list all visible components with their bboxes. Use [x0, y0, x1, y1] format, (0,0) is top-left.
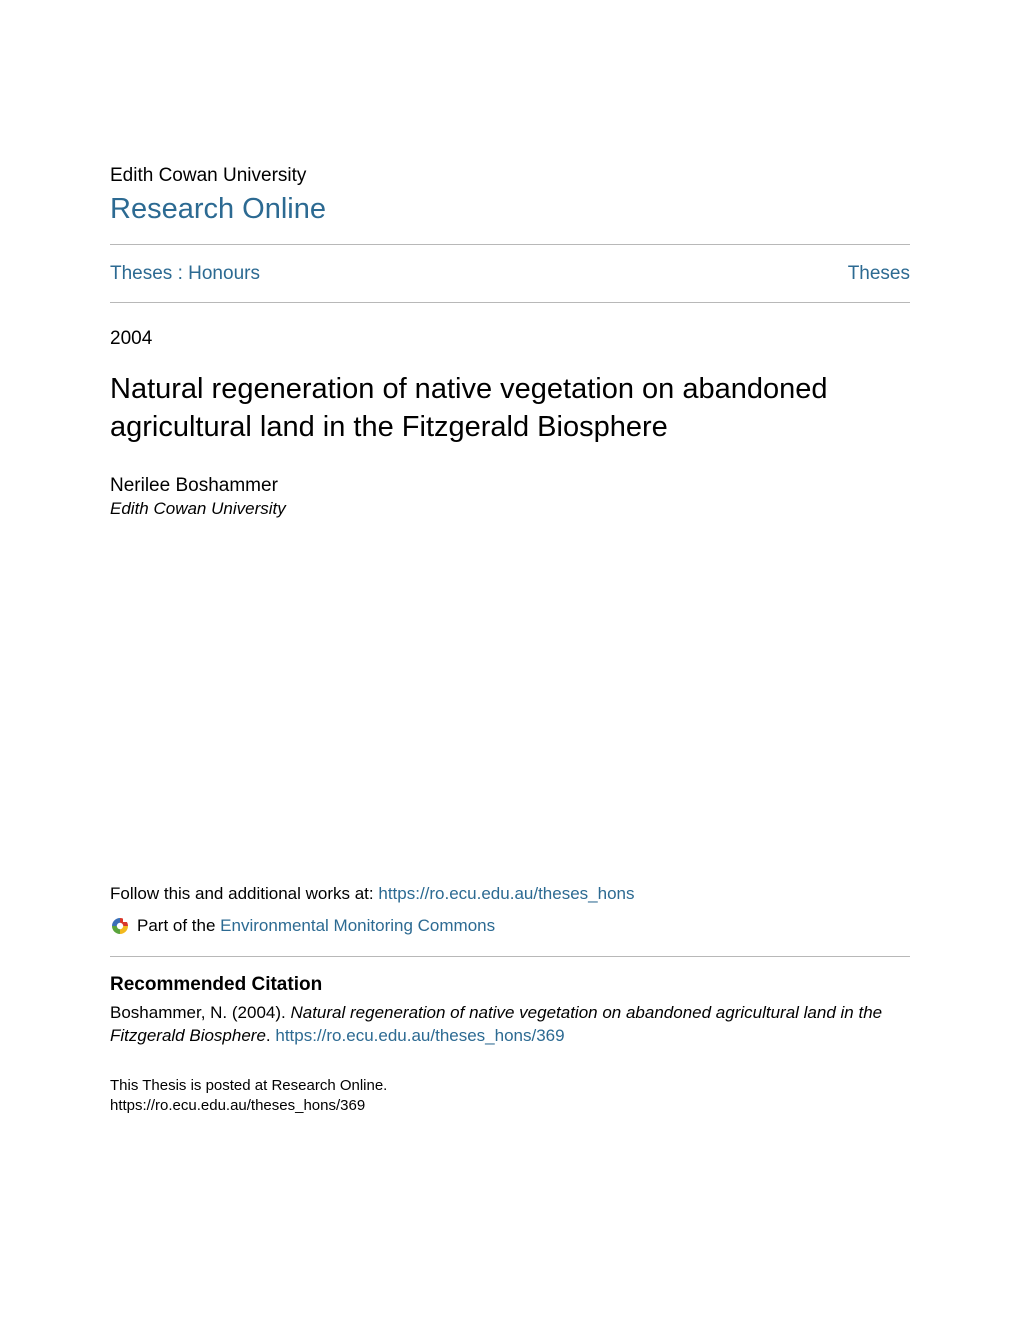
- author-name: Nerilee Boshammer: [110, 475, 910, 497]
- follow-url-link[interactable]: https://ro.ecu.edu.au/theses_hons: [378, 884, 634, 903]
- document-page: Edith Cowan University Research Online T…: [0, 0, 1020, 519]
- follow-block: Follow this and additional works at: htt…: [110, 884, 910, 1048]
- footer-line-1: This Thesis is posted at Research Online…: [110, 1076, 387, 1096]
- footer-line-2: https://ro.ecu.edu.au/theses_hons/369: [110, 1096, 387, 1116]
- divider: [110, 956, 910, 957]
- divider: [110, 302, 910, 303]
- citation-url-link[interactable]: https://ro.ecu.edu.au/theses_hons/369: [275, 1026, 564, 1045]
- author-affiliation: Edith Cowan University: [110, 499, 910, 519]
- commons-link[interactable]: Environmental Monitoring Commons: [220, 916, 495, 935]
- follow-prefix: Follow this and additional works at:: [110, 884, 378, 903]
- citation-text: Boshammer, N. (2004). Natural regenerati…: [110, 1002, 910, 1048]
- part-of-prefix: Part of the: [137, 916, 220, 935]
- theses-link[interactable]: Theses: [848, 263, 910, 285]
- network-icon: [110, 916, 130, 936]
- follow-line: Follow this and additional works at: htt…: [110, 884, 910, 904]
- recommended-citation-heading: Recommended Citation: [110, 974, 910, 996]
- collection-link[interactable]: Theses : Honours: [110, 263, 260, 285]
- citation-block: Recommended Citation Boshammer, N. (2004…: [110, 974, 910, 1048]
- citation-prefix: Boshammer, N. (2004).: [110, 1003, 290, 1022]
- footer-block: This Thesis is posted at Research Online…: [110, 1076, 387, 1115]
- site-name-link[interactable]: Research Online: [110, 193, 910, 226]
- institution-name: Edith Cowan University: [110, 165, 910, 187]
- citation-suffix: .: [266, 1026, 275, 1045]
- document-title: Natural regeneration of native vegetatio…: [110, 370, 910, 447]
- nav-row: Theses : Honours Theses: [110, 245, 910, 302]
- part-of-text: Part of the Environmental Monitoring Com…: [137, 916, 495, 936]
- part-of-line: Part of the Environmental Monitoring Com…: [110, 916, 910, 936]
- publication-year: 2004: [110, 328, 910, 350]
